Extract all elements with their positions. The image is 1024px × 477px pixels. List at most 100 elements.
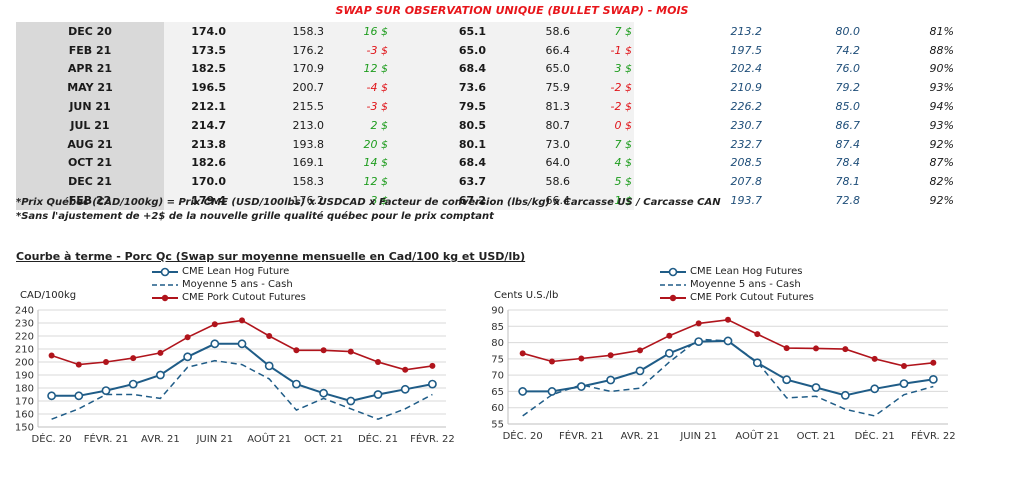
data-point-lean-hog	[811, 383, 821, 392]
cad-value-cell: 63.7	[390, 172, 486, 192]
data-point-lean-hog	[128, 379, 138, 389]
cad-value-cell: 73.6	[390, 78, 486, 98]
qc-price-cell: 182.5	[164, 59, 232, 79]
data-point-lean-hog	[899, 379, 909, 389]
percentage-cell: 92%	[929, 194, 954, 208]
y-tick-label: 55	[491, 420, 504, 431]
data-point-cutout	[578, 355, 585, 362]
month-cell: FEB 21	[16, 40, 164, 60]
data-point-cutout	[75, 361, 82, 368]
y-tick-label: 60	[491, 403, 504, 414]
data-point-lean-hog	[694, 337, 704, 346]
data-point-lean-hog	[518, 387, 528, 396]
difference-cad-cell: 20 $	[324, 134, 390, 154]
data-point-lean-hog	[373, 390, 383, 399]
x-tick-label: AOÛT 21	[735, 429, 779, 442]
forward-usd-cell: 86.7	[835, 118, 861, 132]
data-point-cutout	[48, 352, 55, 359]
cme-price-cell: 158.3	[232, 22, 324, 41]
difference-usd-cell: 4 $	[570, 153, 634, 173]
difference-usd-cell: -2 $	[570, 78, 634, 98]
data-point-cutout	[266, 333, 273, 339]
difference-cad-cell: 14 $	[324, 153, 390, 173]
y-tick-label: 190	[15, 371, 34, 382]
data-point-cutout	[184, 334, 191, 341]
cme-price-cell: 176.2	[232, 191, 324, 210]
month-cell: OCT 21	[16, 153, 164, 173]
y-axis-title-2: Cents U.S./lb	[494, 290, 559, 301]
difference-cad-cell: 3 $	[324, 191, 390, 210]
data-point-cutout	[607, 352, 614, 359]
table-row: MAY 21 196.5 200.7 -4 $73.6 75.9 -2 $ 210.9 79.…	[16, 78, 954, 98]
data-point-lean-hog	[606, 375, 616, 385]
data-point-lean-hog	[346, 396, 356, 406]
data-point-lean-hog	[782, 375, 792, 385]
cad-value-cell: 65.1	[390, 22, 486, 41]
data-point-lean-hog	[547, 387, 557, 396]
table-row: JUN 21 212.1 215.5 -3 $79.5 81.3 -2 $ 226.2 85.…	[16, 97, 954, 116]
cad-value-cell: 68.4	[390, 59, 486, 79]
y-tick-label: 180	[15, 384, 34, 395]
qc-price-cell: 179.4	[164, 191, 232, 210]
cme-price-cell: 193.8	[232, 134, 324, 154]
x-tick-label: DÉC. 21	[358, 432, 398, 445]
forward-usd-cell: 79.2	[835, 81, 861, 95]
data-point-lean-hog	[237, 339, 247, 349]
cme-price-cell: 213.0	[232, 115, 324, 135]
data-point-lean-hog	[928, 374, 938, 384]
difference-usd-cell: 0 $	[570, 115, 634, 135]
data-point-cutout	[211, 321, 218, 328]
table-row: APR 21 182.5 170.9 12 $68.4 65.0 3 $ 202.4 76.0…	[16, 59, 954, 79]
data-point-lean-hog	[183, 352, 192, 362]
cme-price-cell: 169.1	[232, 153, 324, 173]
cad-value-cell: 65.0	[390, 40, 486, 60]
difference-cad-cell: 12 $	[324, 59, 390, 79]
cad-value-cell: 79.5	[390, 97, 486, 116]
data-point-cutout	[783, 345, 790, 352]
qc-price-cell: 173.5	[164, 40, 232, 60]
usd-value-cell: 75.9	[486, 78, 570, 98]
data-point-lean-hog	[427, 379, 437, 389]
data-point-lean-hog	[400, 384, 410, 394]
usd-value-cell: 73.0	[486, 134, 570, 154]
difference-usd-cell: -1 $	[570, 40, 634, 60]
percentage-cell: 81%	[929, 24, 954, 38]
legend-item-cutout: CME Pork Cutout Futures	[660, 291, 814, 304]
data-point-cutout	[871, 355, 878, 362]
y-tick-label: 80	[491, 338, 504, 349]
x-tick-label: FÉVR. 22	[911, 429, 956, 442]
percentage-cell: 88%	[929, 43, 954, 57]
difference-cad-cell: -3 $	[324, 40, 390, 60]
x-tick-label: FÉVR. 21	[559, 429, 604, 442]
data-point-lean-hog	[752, 358, 762, 368]
y-tick-label: 200	[15, 358, 34, 369]
x-tick-label: FÉVR. 22	[410, 432, 455, 445]
qc-price-cell: 182.6	[164, 153, 232, 173]
legend-label: Moyenne 5 ans - Cash	[690, 279, 801, 290]
swap-table: DEC 20 174.0 158.3 16 $65.1 58.6 7 $213.2 80.0…	[16, 22, 954, 210]
qc-price-cell: 196.5	[164, 78, 232, 98]
x-tick-label: DÉC. 21	[855, 429, 895, 442]
table-row: DEC 21 170.0 158.3 12 $63.7 58.6 5 $ 207.8 78.1…	[16, 172, 954, 192]
y-tick-label: 90	[491, 306, 504, 317]
month-cell: FEB 22	[16, 191, 164, 210]
y-tick-label: 240	[15, 306, 34, 317]
usd-value-cell: 66.4	[486, 191, 570, 210]
data-point-lean-hog	[210, 339, 220, 349]
cad-value-cell: 67.2	[390, 191, 486, 210]
percentage-cell: 93%	[929, 81, 954, 95]
table-row: AUG 21 213.8 193.8 20 $80.1 73.0 7 $ 232.7 87.4…	[16, 134, 954, 154]
forward-cad-cell: 197.5	[730, 43, 763, 57]
data-point-lean-hog	[635, 366, 645, 376]
data-point-cutout	[901, 363, 907, 370]
cme-price-cell: 200.7	[232, 78, 324, 98]
forward-usd-cell: 78.1	[835, 175, 861, 189]
percentage-cell: 94%	[929, 100, 954, 114]
forward-cad-cell: 207.8	[730, 175, 763, 189]
forward-usd-cell: 76.0	[835, 62, 861, 76]
series-line-moyenne	[522, 338, 934, 417]
usd-value-cell: 64.0	[486, 153, 570, 173]
data-point-cutout	[725, 316, 731, 323]
forward-cad-cell: 226.2	[730, 100, 763, 114]
legend-label: CME Lean Hog Future	[182, 266, 290, 277]
